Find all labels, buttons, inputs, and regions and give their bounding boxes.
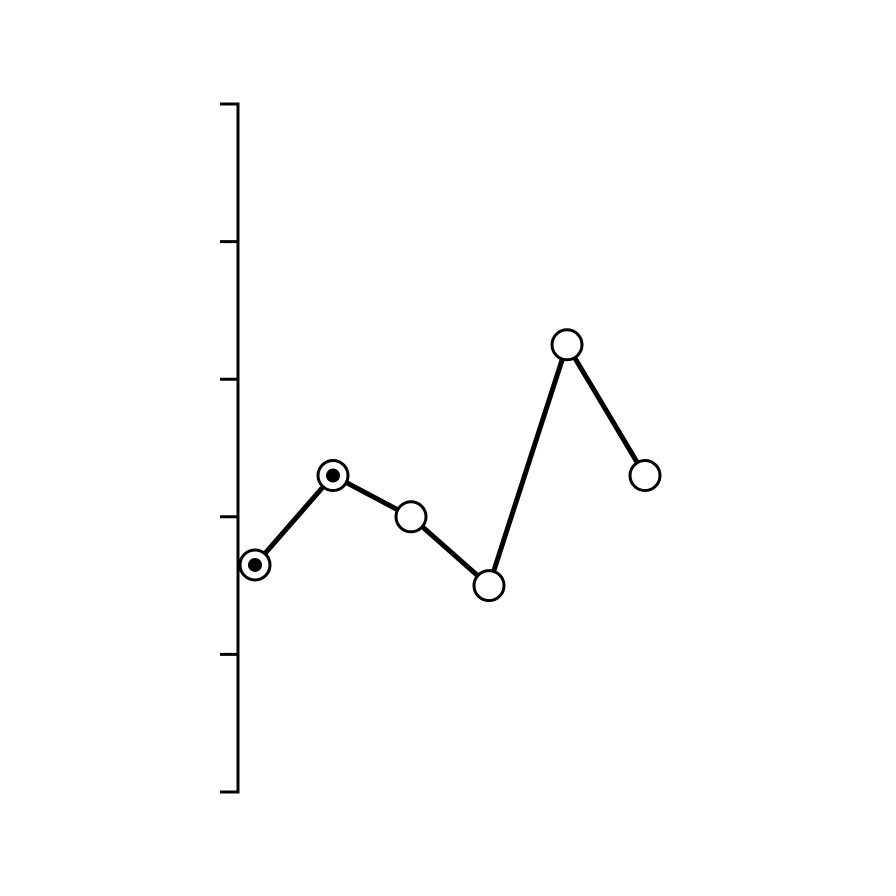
data-point-marker bbox=[550, 328, 584, 362]
data-point bbox=[316, 459, 350, 493]
data-point bbox=[238, 548, 272, 582]
data-point bbox=[394, 500, 428, 534]
data-point-marker bbox=[472, 569, 506, 603]
data-point-marker bbox=[394, 500, 428, 534]
series-line-group bbox=[252, 342, 648, 589]
data-point bbox=[472, 569, 506, 603]
y-axis bbox=[220, 102, 240, 794]
data-point bbox=[628, 459, 662, 493]
data-point-center-dot bbox=[326, 468, 340, 483]
data-point-center-dot bbox=[248, 557, 262, 572]
data-points-group bbox=[238, 328, 662, 603]
data-point-marker bbox=[628, 459, 662, 493]
series-line bbox=[252, 342, 648, 589]
data-point bbox=[550, 328, 584, 362]
